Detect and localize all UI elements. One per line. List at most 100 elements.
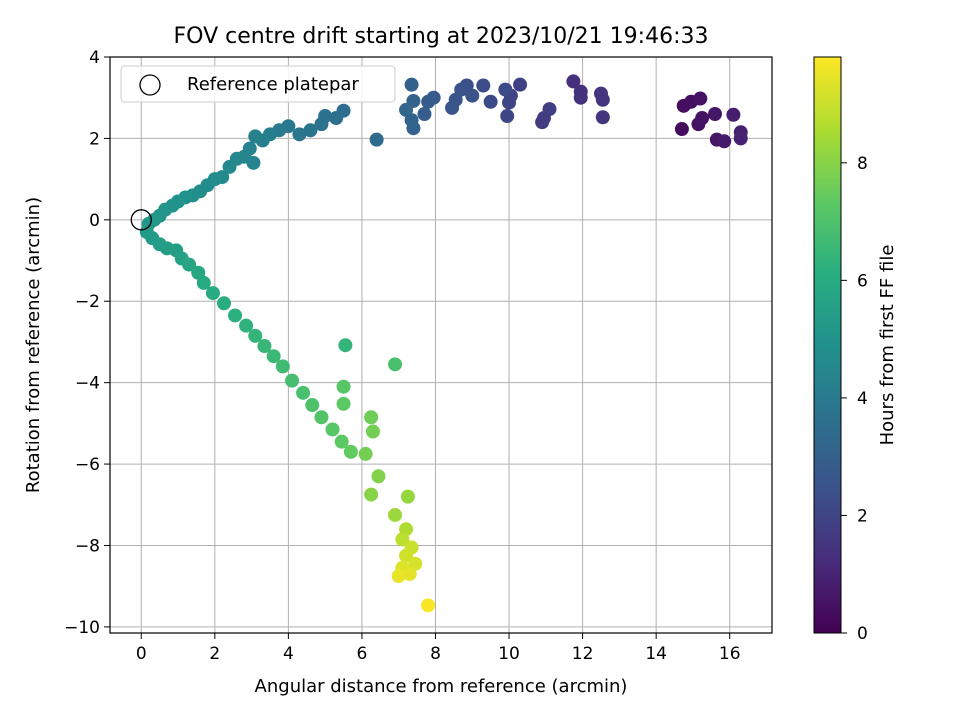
data-point <box>674 122 689 137</box>
reference-marker <box>130 209 152 231</box>
colorbar-gradient <box>813 56 842 634</box>
colorbar-tick-label: 6 <box>857 271 868 291</box>
data-point <box>421 94 436 109</box>
y-axis-label: Rotation from reference (arcmin) <box>23 197 44 493</box>
data-point <box>314 410 329 425</box>
colorbar: 0 2 4 6 8 Hours from first FF file <box>813 56 898 644</box>
data-point <box>257 339 272 354</box>
x-axis-ticks: 0 2 4 6 8 10 12 14 16 <box>136 633 741 664</box>
y-tick-label: −2 <box>75 292 100 312</box>
data-point <box>364 410 379 425</box>
data-point <box>329 111 344 126</box>
data-point <box>388 357 403 372</box>
data-point <box>417 106 432 121</box>
data-point <box>733 131 748 146</box>
data-point <box>303 123 318 138</box>
data-point <box>707 106 722 121</box>
data-point <box>566 74 581 89</box>
data-point <box>369 132 384 147</box>
legend: Reference platepar <box>120 65 396 103</box>
colorbar-tick-label: 4 <box>857 389 868 409</box>
data-point <box>334 434 349 449</box>
data-point <box>371 469 386 484</box>
colorbar-ticks: 0 2 4 6 8 <box>841 154 868 644</box>
data-point <box>343 444 358 459</box>
y-tick-label: −10 <box>64 618 100 638</box>
colorbar-tick-label: 2 <box>857 506 868 526</box>
data-point <box>338 338 353 353</box>
data-point <box>476 78 491 93</box>
chart-title: FOV centre drift starting at 2023/10/21 … <box>174 24 709 49</box>
grid-lines <box>110 56 772 633</box>
data-point <box>500 109 515 124</box>
data-point <box>542 102 557 117</box>
data-point <box>205 286 220 301</box>
data-point <box>358 446 373 461</box>
x-tick-label: 8 <box>430 644 441 664</box>
data-point <box>365 424 380 439</box>
data-point <box>595 92 610 107</box>
x-tick-label: 10 <box>498 644 520 664</box>
data-point <box>695 111 710 126</box>
data-point <box>399 548 414 563</box>
y-tick-label: 2 <box>89 129 100 149</box>
y-tick-label: 4 <box>89 48 100 68</box>
data-point <box>248 328 263 343</box>
data-point <box>498 82 513 97</box>
data-point <box>228 308 243 323</box>
data-point <box>217 296 232 311</box>
data-point <box>285 373 300 388</box>
colorbar-tick-label: 0 <box>857 624 868 644</box>
data-point <box>305 398 320 413</box>
x-tick-label: 4 <box>283 644 294 664</box>
data-point <box>182 257 197 272</box>
data-point <box>325 422 340 437</box>
data-point <box>292 127 307 142</box>
data-point <box>404 77 419 92</box>
data-point <box>266 349 281 364</box>
colorbar-label: Hours from first FF file <box>877 245 898 446</box>
y-tick-label: −4 <box>75 374 100 394</box>
data-point <box>595 110 610 125</box>
data-point <box>513 77 528 92</box>
legend-box <box>120 65 396 103</box>
data-point <box>275 359 290 374</box>
data-point <box>248 129 263 144</box>
data-point <box>364 487 379 502</box>
y-tick-label: −6 <box>75 455 100 475</box>
y-tick-label: 0 <box>89 211 100 231</box>
reference-point <box>130 209 152 231</box>
data-point <box>222 159 237 174</box>
x-tick-label: 0 <box>136 644 147 664</box>
data-point <box>395 532 410 547</box>
data-point <box>406 121 421 136</box>
x-axis-label: Angular distance from reference (arcmin) <box>255 676 628 697</box>
data-point <box>196 275 211 290</box>
x-tick-label: 2 <box>209 644 220 664</box>
data-point <box>502 95 517 110</box>
data-point <box>483 94 498 109</box>
data-point <box>693 91 708 106</box>
data-point <box>726 107 741 122</box>
data-point <box>465 88 480 103</box>
data-point <box>400 489 415 504</box>
x-tick-label: 16 <box>719 644 741 664</box>
x-tick-label: 14 <box>645 644 667 664</box>
data-points <box>139 74 748 613</box>
legend-label: Reference platepar <box>187 74 359 95</box>
data-point <box>402 566 417 581</box>
data-point <box>336 379 351 394</box>
data-point <box>421 598 436 613</box>
colorbar-tick-label: 8 <box>857 154 868 174</box>
data-point <box>239 318 254 333</box>
x-tick-label: 12 <box>572 644 594 664</box>
plot-frame <box>109 56 773 634</box>
data-point <box>388 507 403 522</box>
data-point <box>391 569 406 584</box>
y-axis-ticks: 4 2 0 −2 −4 −6 −8 −10 <box>64 48 110 638</box>
data-point <box>445 100 460 115</box>
data-point <box>399 102 414 117</box>
data-point <box>314 117 329 132</box>
y-tick-label: −8 <box>75 536 100 556</box>
